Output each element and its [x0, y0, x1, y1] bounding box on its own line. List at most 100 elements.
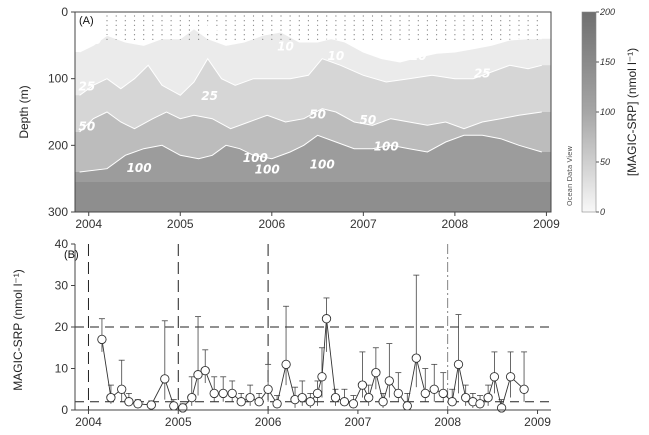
data-point [124, 397, 134, 407]
sample-dot [390, 34, 392, 36]
sample-dot [362, 29, 364, 31]
sample-dot [527, 34, 529, 36]
sample-dot [426, 15, 428, 17]
y-tick-label: 20 [55, 320, 69, 334]
sample-dot [408, 38, 410, 40]
sample-dot [198, 38, 200, 40]
sample-dot [536, 20, 538, 22]
sample-dot [500, 15, 502, 17]
data-point [378, 397, 388, 407]
sample-dot [454, 38, 456, 40]
sample-dot [262, 38, 264, 40]
sample-dot [280, 34, 282, 36]
x-tick-label: 2007 [345, 415, 372, 429]
sample-dot [143, 29, 145, 31]
sample-dot [472, 15, 474, 17]
data-point [272, 399, 282, 409]
sample-dot [326, 29, 328, 31]
sample-dot [344, 24, 346, 26]
sample-dot [170, 24, 172, 26]
contour-label-100: 100 [310, 158, 335, 172]
data-point [348, 399, 359, 409]
sample-dot [454, 29, 456, 31]
data-point [218, 388, 228, 399]
sample-dot [463, 38, 465, 40]
sample-dot [472, 20, 474, 22]
sample-dot [243, 29, 245, 31]
sample-dot [216, 34, 218, 36]
sample-dot [271, 15, 273, 17]
sample-dot [271, 34, 273, 36]
sample-dot [445, 15, 447, 17]
sample-dot [216, 29, 218, 31]
contour-label-50: 50 [79, 120, 96, 134]
x-tick-label: 2009 [533, 217, 560, 231]
sample-dot [124, 34, 126, 36]
sample-dot [243, 15, 245, 17]
sample-dot [362, 15, 364, 17]
sample-dot [335, 34, 337, 36]
sample-dot [417, 20, 419, 22]
sample-dot [399, 38, 401, 40]
sample-dot [133, 29, 136, 31]
sample-dot [481, 20, 483, 22]
sample-dot [179, 34, 181, 36]
sample-dot [280, 38, 282, 40]
sample-dot [436, 34, 438, 36]
data-point [402, 401, 412, 411]
sample-dot [106, 20, 108, 22]
sample-dot [115, 20, 117, 22]
sample-dot [234, 20, 236, 22]
sample-dot [362, 20, 364, 22]
sample-dot [280, 15, 282, 17]
sample-dot [417, 15, 419, 17]
sample-dot [252, 24, 255, 26]
panel-a-frame [74, 11, 552, 213]
sample-dot [307, 34, 309, 36]
contour-label-10: 10 [328, 49, 345, 63]
sample-dot [198, 20, 200, 22]
sample-dot [124, 15, 126, 17]
sample-dot [152, 34, 154, 36]
sample-dot [289, 38, 291, 40]
colorbar-tick-label: 200 [599, 7, 615, 17]
x-tick-label: 2006 [258, 217, 285, 231]
sample-dot [152, 15, 154, 17]
sample-dot [188, 15, 190, 17]
sample-dot [289, 29, 291, 31]
sample-dot [426, 24, 428, 26]
data-point [447, 397, 457, 407]
sample-dot [408, 24, 410, 26]
data-point [236, 397, 246, 407]
sample-dot [500, 29, 502, 31]
sample-dot [280, 29, 282, 31]
sample-dot [536, 34, 538, 36]
x-tick-label: 2004 [75, 217, 102, 231]
sample-dot [353, 38, 355, 40]
sample-dot [390, 24, 392, 26]
sample-dot [362, 24, 364, 26]
sample-dot [426, 29, 428, 31]
data-point [339, 397, 350, 407]
sample-dot [426, 20, 428, 22]
sample-dot [509, 15, 511, 17]
data-point [429, 384, 439, 394]
sample-dot [518, 34, 520, 36]
sample-dot [170, 15, 172, 17]
sample-dot [252, 15, 255, 17]
sample-dot [307, 15, 309, 17]
colorbar-tick-label: 50 [600, 157, 610, 167]
sample-dot [335, 24, 337, 26]
data-point [461, 392, 471, 403]
sample-dot [381, 38, 383, 40]
y-tick-label: 100 [48, 72, 68, 86]
sample-dot [381, 20, 383, 22]
sample-dot [161, 24, 163, 26]
data-point [245, 392, 255, 403]
sample-dot [490, 38, 493, 40]
data-point [200, 365, 210, 376]
sample-dot [445, 20, 447, 22]
sample-dot [417, 34, 419, 36]
data-point [411, 353, 421, 363]
